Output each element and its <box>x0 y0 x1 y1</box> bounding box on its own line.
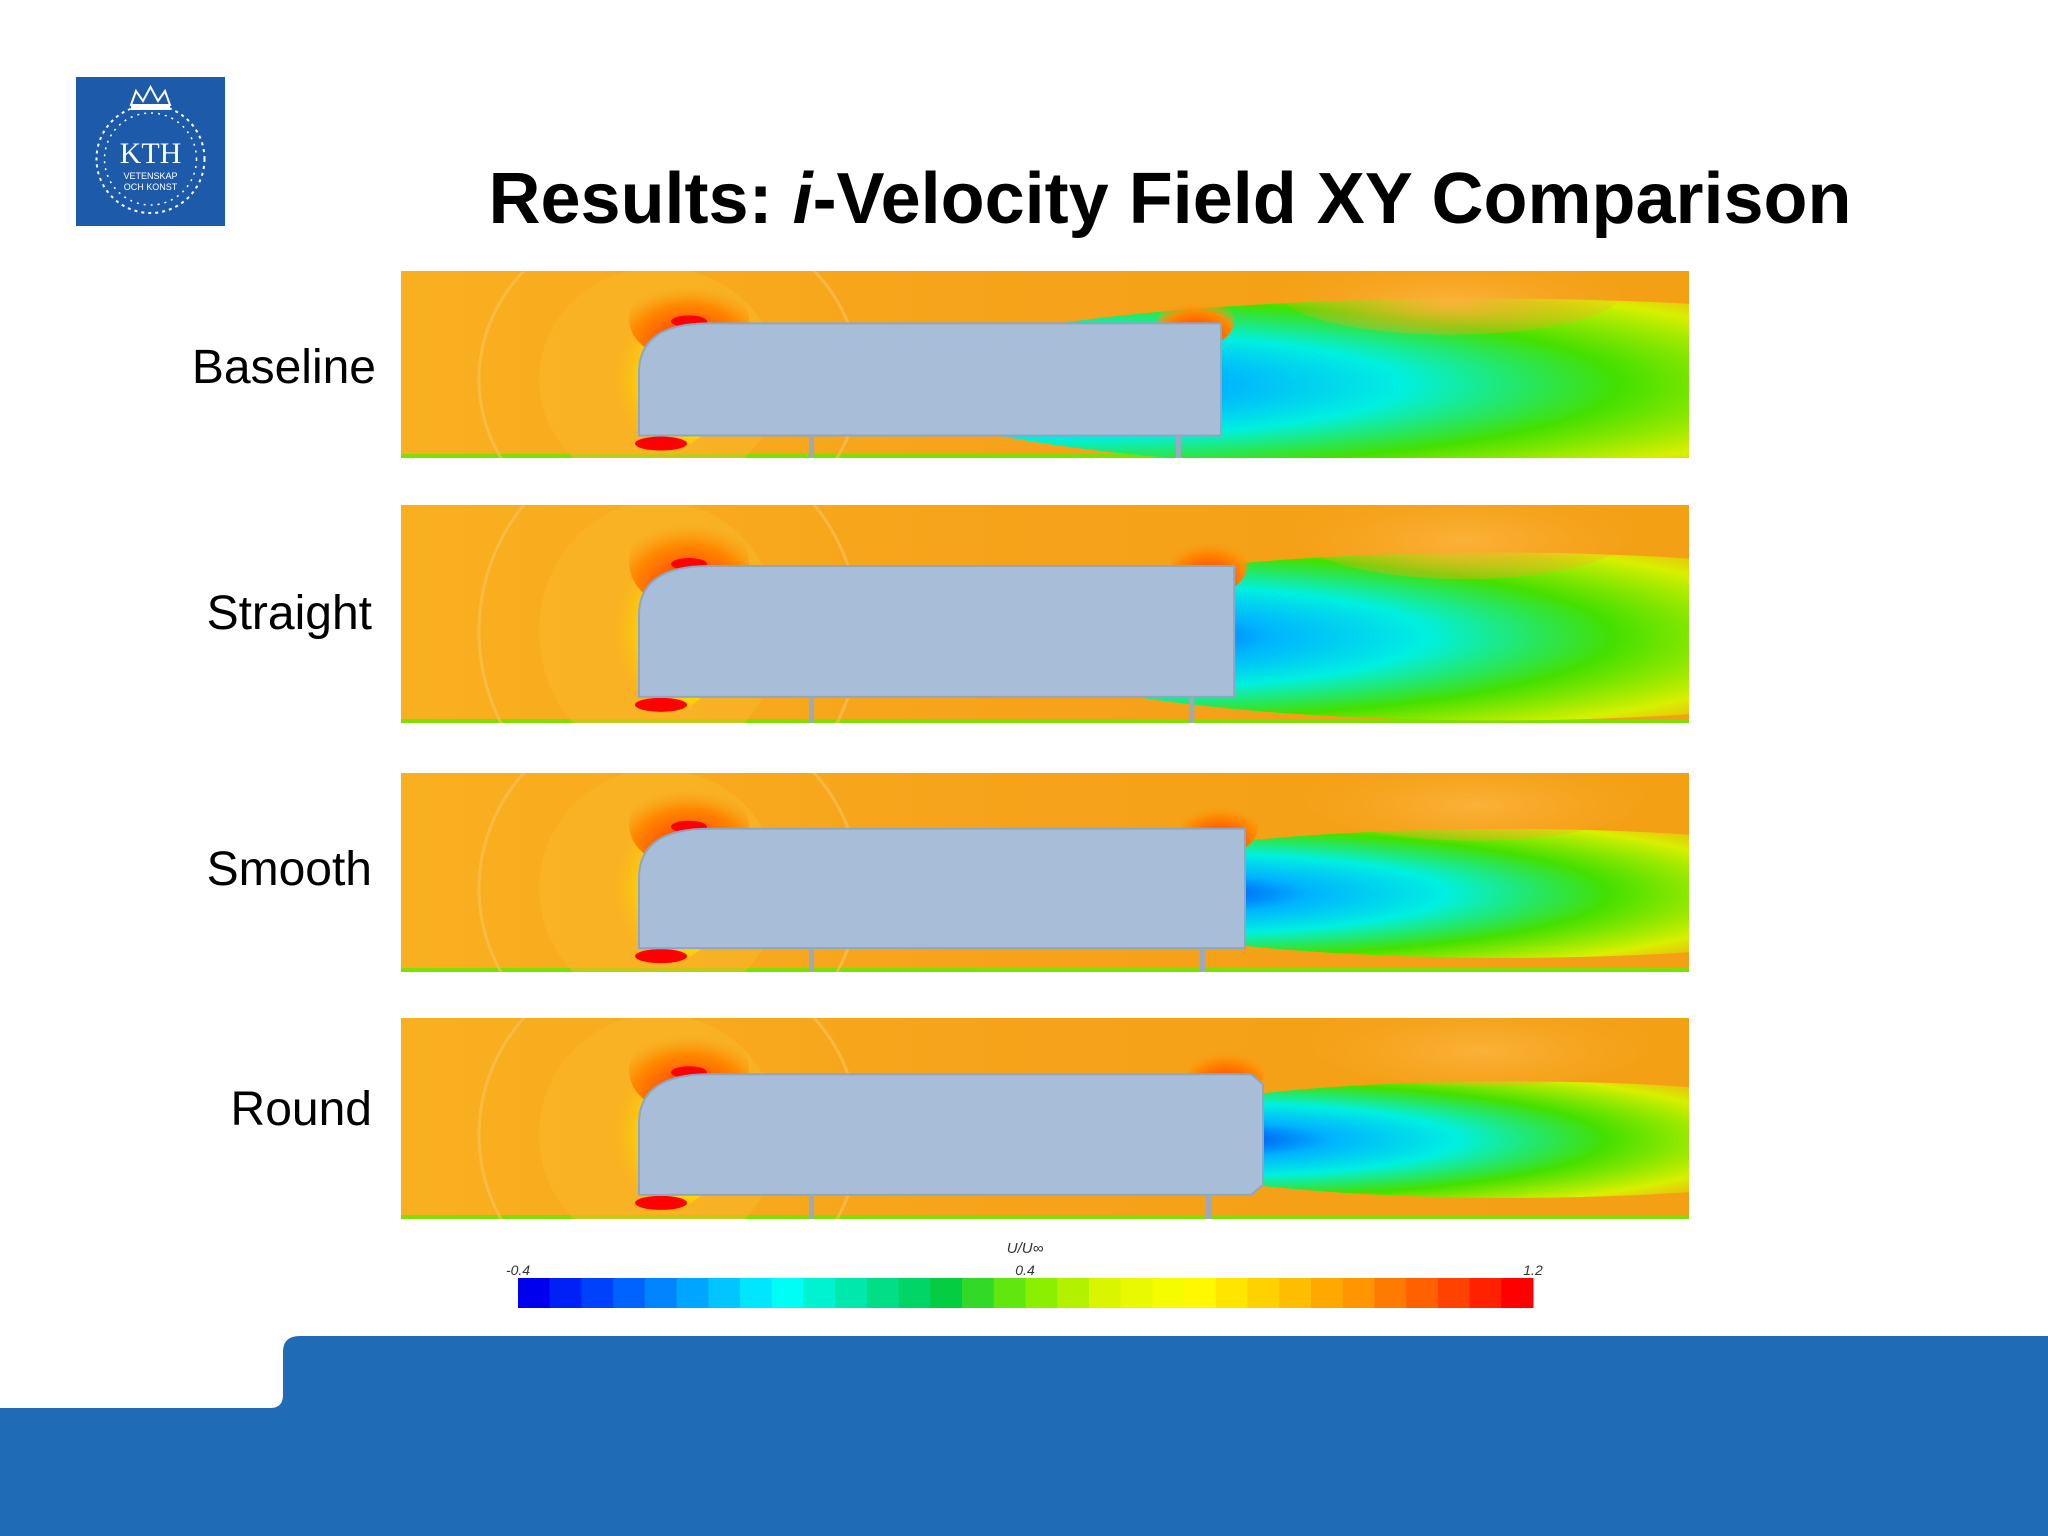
colorbar-block <box>866 1278 900 1308</box>
colorbar-block <box>962 1278 995 1308</box>
svg-text:KTH: KTH <box>120 137 182 170</box>
colorbar-block <box>613 1278 646 1308</box>
title-rest: -Velocity Field XY Comparison <box>812 159 1852 239</box>
row-label-smooth: Smooth <box>206 843 372 896</box>
colorbar-title: U/U∞ <box>1007 1240 1044 1257</box>
colorbar-block <box>1469 1278 1502 1308</box>
colorbar-block <box>1184 1278 1217 1308</box>
colorbar-block <box>1247 1278 1280 1308</box>
colorbar-block <box>803 1278 836 1308</box>
contour-panel-round <box>401 1018 1689 1219</box>
colorbar-mid-label: 0.4 <box>1015 1262 1035 1278</box>
colorbar-block <box>1120 1278 1153 1308</box>
colorbar-block <box>1342 1278 1375 1308</box>
row-label-straight: Straight <box>206 587 372 640</box>
colorbar-block <box>644 1278 678 1308</box>
colorbar-min-label: -0.4 <box>506 1262 530 1278</box>
colorbar-block <box>1279 1278 1312 1308</box>
slide-title: Results: i-Velocity Field XY Comparison <box>300 158 2040 240</box>
colorbar-block <box>930 1278 963 1308</box>
colorbar-block <box>708 1278 741 1308</box>
colorbar-block <box>1310 1278 1344 1308</box>
colorbar-block <box>1152 1278 1185 1308</box>
colorbar-block <box>993 1278 1026 1308</box>
colorbar-block <box>581 1278 614 1308</box>
kth-logo: KTH VETENSKAP OCH KONST <box>76 77 225 226</box>
colorbar-block <box>1088 1278 1122 1308</box>
contour-panel-smooth <box>401 773 1689 972</box>
colorbar-block <box>1057 1278 1090 1308</box>
colorbar-gradient <box>518 1278 1534 1308</box>
colorbar-block <box>740 1278 773 1308</box>
contour-panel-straight <box>401 505 1689 723</box>
colorbar-block <box>1025 1278 1058 1308</box>
svg-text:OCH KONST: OCH KONST <box>124 182 178 192</box>
colorbar-block <box>771 1278 804 1308</box>
svg-text:VETENSKAP: VETENSKAP <box>123 171 177 181</box>
colorbar-max-label: 1.2 <box>1523 1262 1543 1278</box>
row-label-baseline: Baseline <box>191 341 376 394</box>
kth-crown-seal-icon: KTH VETENSKAP OCH KONST <box>76 77 225 226</box>
colorbar-block <box>1374 1278 1407 1308</box>
colorbar-block <box>898 1278 931 1308</box>
colorbar-block <box>1215 1278 1249 1308</box>
colorbar-block <box>835 1278 868 1308</box>
colorbar-block <box>549 1278 582 1308</box>
title-italic: i <box>792 159 813 239</box>
colorbar-block <box>676 1278 709 1308</box>
contour-panel-baseline <box>401 271 1689 458</box>
colorbar: U/U∞ -0.4 0.4 1.2 <box>500 1235 1560 1315</box>
colorbar-block <box>1437 1278 1471 1308</box>
title-prefix: Results: <box>488 159 793 239</box>
colorbar-block <box>1406 1278 1439 1308</box>
colorbar-block <box>518 1278 551 1308</box>
row-label-round: Round <box>230 1083 372 1136</box>
colorbar-block <box>1501 1278 1534 1308</box>
